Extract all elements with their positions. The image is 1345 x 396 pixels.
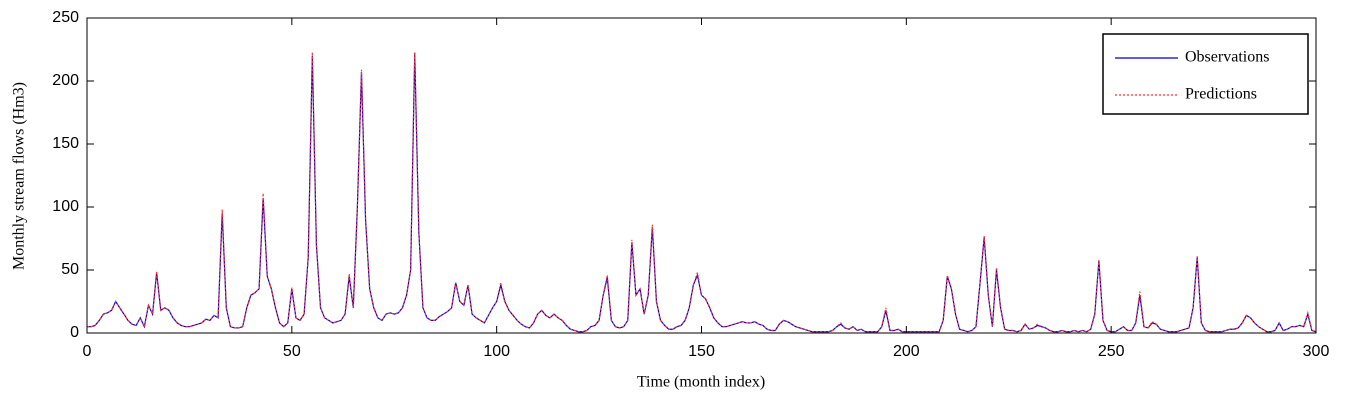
- legend-box: [1102, 33, 1309, 115]
- x-axis-label: Time (month index): [637, 374, 765, 391]
- y-tick-label: 0: [70, 324, 79, 341]
- y-axis-label: Monthly stream flows (Hm3): [11, 82, 28, 270]
- legend-label: Predictions: [1185, 86, 1257, 103]
- y-tick-label: 250: [52, 9, 79, 26]
- y-tick-label: 150: [52, 135, 79, 152]
- x-tick-label: 50: [283, 343, 301, 360]
- y-tick-label: 100: [52, 198, 79, 215]
- legend-label: Observations: [1185, 49, 1269, 66]
- x-tick-label: 100: [483, 343, 510, 360]
- y-tick-label: 200: [52, 72, 79, 89]
- x-tick-label: 300: [1303, 343, 1330, 360]
- x-tick-label: 0: [83, 343, 92, 360]
- x-tick-label: 200: [893, 343, 920, 360]
- y-tick-label: 50: [61, 261, 79, 278]
- x-tick-label: 150: [688, 343, 715, 360]
- legend: Observations Predictions: [1102, 33, 1309, 115]
- x-tick-label: 250: [1098, 343, 1125, 360]
